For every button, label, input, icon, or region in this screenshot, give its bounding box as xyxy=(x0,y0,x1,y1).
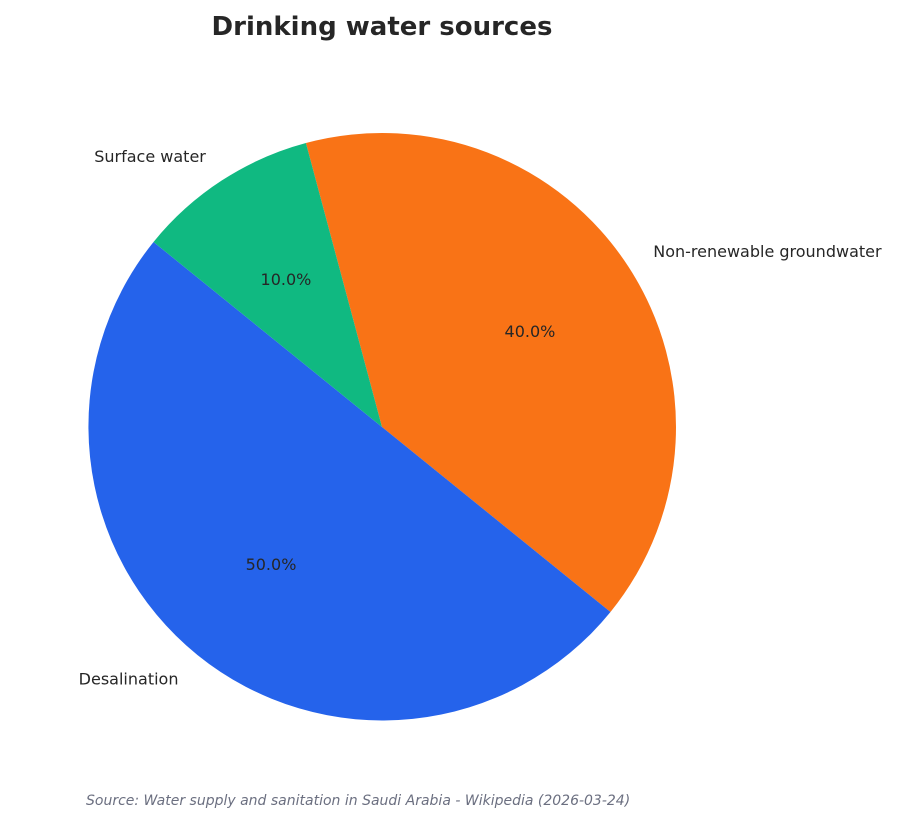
chart-title: Drinking water sources xyxy=(212,12,553,42)
pie-category-label: Surface water xyxy=(94,147,206,166)
pie-category-label: Non-renewable groundwater xyxy=(653,242,882,261)
pie-labels: 40.0% Non-renewable groundwater 50.0% Desal… xyxy=(79,147,882,689)
pie-pct-label: 50.0% xyxy=(246,555,297,574)
pie-pct-label: 10.0% xyxy=(261,270,312,289)
pie-slice-surface-water xyxy=(153,143,382,427)
pie-slice-non-renewable-groundwater xyxy=(305,133,676,613)
pie-pct-label: 40.0% xyxy=(505,322,556,341)
pie-category-label: Desalination xyxy=(79,669,179,688)
source-note: Source: Water supply and sanitation in S… xyxy=(86,793,630,809)
pie-slice-desalination xyxy=(88,241,611,721)
pie-slices xyxy=(88,133,676,721)
